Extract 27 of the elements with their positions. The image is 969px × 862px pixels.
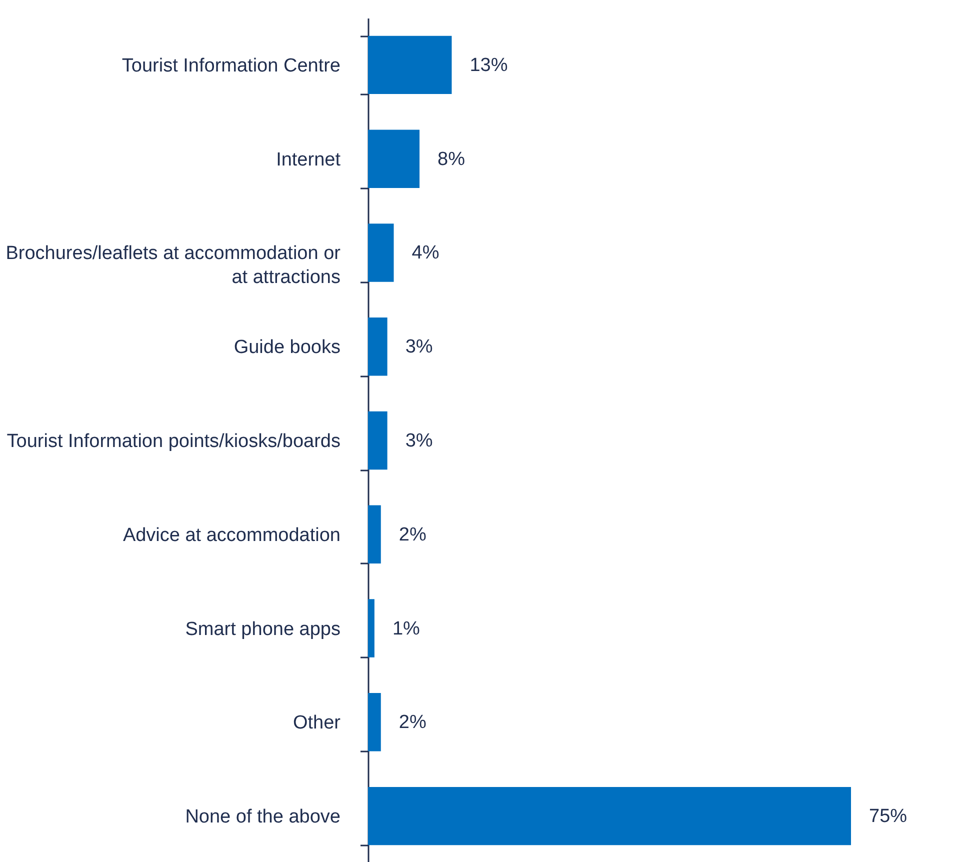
data-label: 3% <box>405 336 433 358</box>
bar <box>368 693 381 752</box>
data-label: 2% <box>398 712 426 734</box>
y-tick-label: None of the above <box>185 806 340 828</box>
data-label: 13% <box>470 54 508 76</box>
y-tick-label: Brochures/leaflets at accommodation or at attractions <box>6 243 342 288</box>
data-label: 1% <box>392 618 420 640</box>
bar <box>368 130 420 188</box>
data-label: 3% <box>405 430 433 452</box>
y-tick-label: Guide books <box>234 337 340 358</box>
y-tick-label: Tourist Information Centre <box>122 55 340 76</box>
y-tick-label: Advice at accommodation <box>122 524 340 546</box>
y-tick-label: Internet <box>276 149 342 170</box>
data-label: 75% <box>869 806 908 828</box>
bar <box>368 318 388 376</box>
y-tick-label: Smart phone apps <box>185 618 340 640</box>
bar <box>368 505 381 564</box>
bar <box>368 599 374 658</box>
data-label: 2% <box>398 524 426 546</box>
data-label: 4% <box>412 242 440 264</box>
y-tick-label: Other <box>292 712 342 734</box>
bar <box>368 786 851 846</box>
bar <box>368 36 452 94</box>
bar <box>368 411 388 470</box>
y-tick-label: Tourist Information points/kiosks/boards <box>6 431 340 452</box>
data-label: 8% <box>438 148 466 170</box>
bar <box>368 224 394 282</box>
